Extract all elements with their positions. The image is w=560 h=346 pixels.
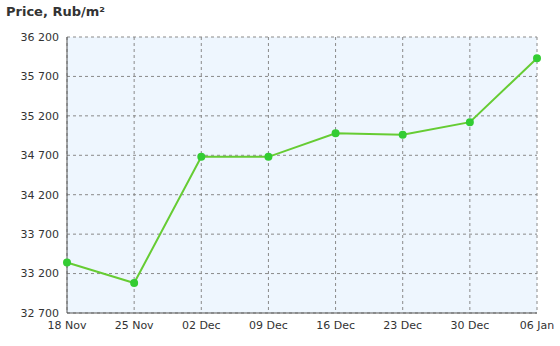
svg-text:32 700: 32 700 xyxy=(21,307,60,320)
svg-text:09 Dec: 09 Dec xyxy=(249,319,288,332)
svg-text:34 700: 34 700 xyxy=(21,149,60,162)
svg-text:33 700: 33 700 xyxy=(21,228,60,241)
svg-text:25 Nov: 25 Nov xyxy=(115,319,154,332)
svg-text:33 200: 33 200 xyxy=(21,267,60,280)
html-text:Price, Rub/m²: Price, Rub/m² xyxy=(6,4,105,19)
svg-text:18 Nov: 18 Nov xyxy=(48,319,87,332)
svg-text:02 Dec: 02 Dec xyxy=(182,319,221,332)
svg-text:34 200: 34 200 xyxy=(21,189,60,202)
svg-text:35 700: 35 700 xyxy=(21,70,60,83)
svg-text:23 Dec: 23 Dec xyxy=(383,319,422,332)
svg-text:30 Dec: 30 Dec xyxy=(450,319,489,332)
svg-text:16 Dec: 16 Dec xyxy=(316,319,355,332)
svg-text:36 200: 36 200 xyxy=(21,31,60,44)
svg-text:35 200: 35 200 xyxy=(21,110,60,123)
svg-text:06 Jan: 06 Jan xyxy=(520,319,552,332)
